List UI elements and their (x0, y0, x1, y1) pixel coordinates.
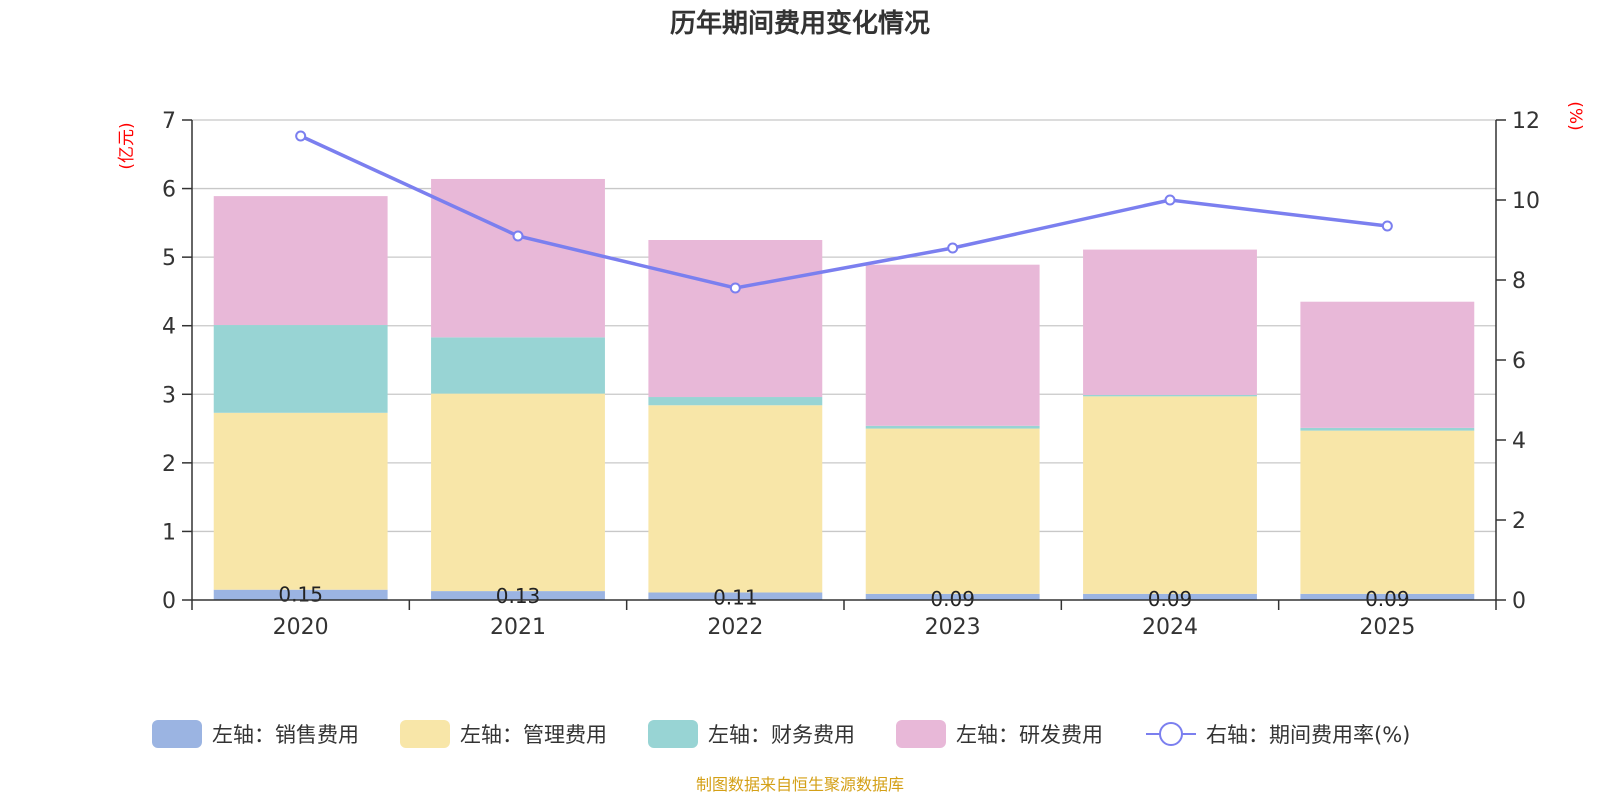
line-series (295, 130, 1393, 294)
x-tick-label-2023: 2023 (925, 615, 981, 640)
bar-s0-2023 (865, 593, 1040, 600)
bar-s0-2020 (213, 589, 388, 600)
bar-s2-2025 (1300, 427, 1475, 431)
gridlines (192, 119, 1496, 533)
legend-swatch-3 (896, 720, 946, 748)
right-tick-label-4: 4 (1512, 429, 1526, 454)
right-tick-label-12: 12 (1512, 109, 1540, 134)
right-tick-label-8: 8 (1512, 269, 1526, 294)
bar-s2-2020 (213, 325, 388, 413)
bar-s1-2025 (1300, 430, 1475, 594)
legend-swatch-0 (152, 720, 202, 748)
bar-value-label-2020: 0.15 (278, 583, 323, 607)
bar-s0-2022 (648, 592, 823, 600)
legend-label-2: 左轴：财务费用 (708, 723, 855, 747)
legend-label-3: 左轴：研发费用 (956, 723, 1103, 747)
bar-s1-2022 (648, 405, 823, 593)
bar-value-label-2023: 0.09 (930, 587, 975, 611)
bar-s2-2023 (865, 425, 1040, 429)
legend-swatch-1 (400, 720, 450, 748)
bar-s1-2024 (1083, 396, 1257, 594)
bar-s1-2021 (431, 393, 605, 592)
left-tick-label-2: 2 (162, 452, 176, 477)
x-tick-label-2020: 2020 (273, 615, 329, 640)
bar-s1-2023 (865, 428, 1040, 594)
line-rate (299, 134, 1388, 290)
left-axis-unit: (亿元) (117, 122, 137, 169)
right-tick-label-2: 2 (1512, 509, 1526, 534)
bar-value-label-2021: 0.13 (496, 584, 541, 608)
legend: 左轴：销售费用 左轴：管理费用 左轴：财务费用 左轴：研发费用 右轴：期间费用率(%) (152, 720, 1410, 748)
left-tick-label-7: 7 (162, 109, 176, 134)
left-tick-label-0: 0 (162, 589, 176, 614)
bar-s2-2024 (1083, 394, 1257, 397)
legend-label-4: 右轴：期间费用率(%) (1206, 723, 1410, 747)
left-tick-label-1: 1 (162, 520, 176, 545)
bar-s3-2025 (1300, 301, 1475, 428)
bar-value-label-2022: 0.11 (713, 585, 758, 609)
left-tick-label-6: 6 (162, 178, 176, 203)
bar-s3-2020 (213, 196, 388, 326)
right-tick-label-0: 0 (1512, 589, 1526, 614)
left-tick-label-3: 3 (162, 383, 176, 408)
x-tick-label-2021: 2021 (490, 615, 546, 640)
bar-value-label-2024: 0.09 (1148, 587, 1193, 611)
bar-s0-2024 (1083, 593, 1257, 600)
legend-label-1: 左轴：管理费用 (460, 723, 607, 747)
right-tick-label-6: 6 (1512, 349, 1526, 374)
line-point-2020 (295, 130, 307, 142)
legend-label-0: 左轴：销售费用 (212, 723, 359, 747)
left-tick-label-4: 4 (162, 315, 176, 340)
right-tick-label-10: 10 (1512, 189, 1540, 214)
bar-s0-2025 (1300, 593, 1475, 600)
line-point-2022 (729, 282, 741, 294)
bar-s2-2021 (431, 337, 605, 394)
bar-s3-2021 (431, 178, 605, 338)
bar-s0-2021 (431, 591, 605, 600)
line-point-2023 (947, 242, 959, 254)
x-tick-label-2025: 2025 (1359, 615, 1415, 640)
x-tick-label-2024: 2024 (1142, 615, 1198, 640)
legend-swatch-2 (648, 720, 698, 748)
bar-s2-2022 (648, 397, 823, 406)
x-tick-label-2022: 2022 (707, 615, 763, 640)
bar-s3-2023 (865, 264, 1040, 426)
left-tick-label-5: 5 (162, 246, 176, 271)
bar-s1-2020 (213, 412, 388, 590)
bar-s3-2024 (1083, 249, 1257, 395)
right-axis-unit: (%) (1565, 101, 1585, 130)
bar-series (213, 178, 1475, 600)
chart-title: 历年期间费用变化情况 (670, 8, 930, 39)
bar-s3-2022 (648, 240, 823, 398)
source-text: 制图数据来自恒生聚源数据库 (696, 775, 904, 794)
bar-labels: 0.15 0.13 0.11 0.09 0.09 0.09 (278, 583, 1409, 611)
legend-marker-4 (1159, 722, 1183, 746)
line-point-2021 (512, 230, 524, 242)
line-point-2024 (1164, 194, 1176, 206)
bar-value-label-2025: 0.09 (1365, 587, 1410, 611)
line-point-2025 (1381, 220, 1393, 232)
